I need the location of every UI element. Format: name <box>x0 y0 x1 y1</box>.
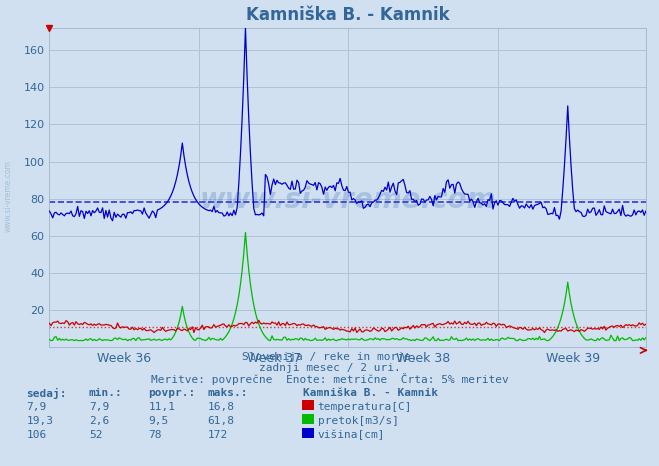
Text: 52: 52 <box>89 430 102 439</box>
Text: 9,5: 9,5 <box>148 416 169 425</box>
Text: min.:: min.: <box>89 388 123 397</box>
Text: pretok[m3/s]: pretok[m3/s] <box>318 416 399 425</box>
Text: www.si-vreme.com: www.si-vreme.com <box>200 186 496 214</box>
Text: 7,9: 7,9 <box>89 402 109 411</box>
Text: temperatura[C]: temperatura[C] <box>318 402 412 411</box>
Text: zadnji mesec / 2 uri.: zadnji mesec / 2 uri. <box>258 363 401 372</box>
Text: 106: 106 <box>26 430 47 439</box>
Text: maks.:: maks.: <box>208 388 248 397</box>
Text: 172: 172 <box>208 430 228 439</box>
Text: www.si-vreme.com: www.si-vreme.com <box>4 160 13 232</box>
Text: 11,1: 11,1 <box>148 402 175 411</box>
Title: Kamniška B. - Kamnik: Kamniška B. - Kamnik <box>246 6 449 24</box>
Text: 16,8: 16,8 <box>208 402 235 411</box>
Text: Slovenija / reke in morje.: Slovenija / reke in morje. <box>242 352 417 362</box>
Text: 7,9: 7,9 <box>26 402 47 411</box>
Text: 78: 78 <box>148 430 161 439</box>
Text: Meritve: povprečne  Enote: metrične  Črta: 5% meritev: Meritve: povprečne Enote: metrične Črta:… <box>151 373 508 385</box>
Text: 61,8: 61,8 <box>208 416 235 425</box>
Text: Kamniška B. - Kamnik: Kamniška B. - Kamnik <box>303 388 438 397</box>
Text: 2,6: 2,6 <box>89 416 109 425</box>
Text: povpr.:: povpr.: <box>148 388 196 397</box>
Text: višina[cm]: višina[cm] <box>318 430 385 440</box>
Text: 19,3: 19,3 <box>26 416 53 425</box>
Text: sedaj:: sedaj: <box>26 388 67 399</box>
